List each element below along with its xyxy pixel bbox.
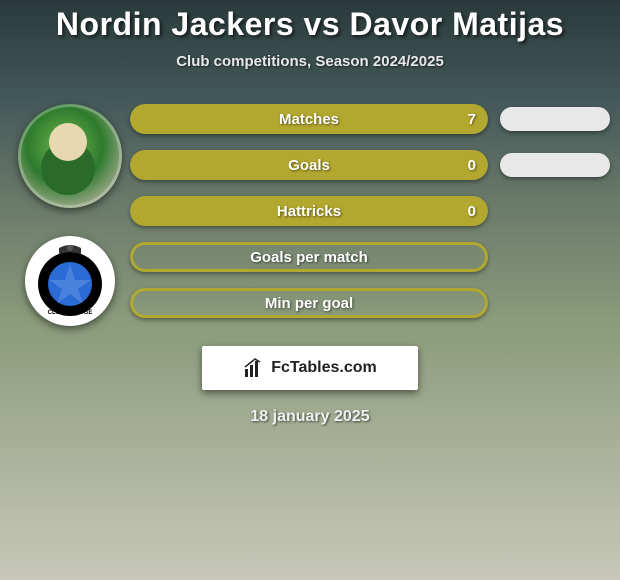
stat-value: 7: [468, 104, 476, 134]
stat-bar-left: Min per goal: [130, 288, 488, 318]
stat-row-goals: Goals 0: [130, 150, 610, 180]
brand-text: FcTables.com: [271, 359, 377, 377]
stat-pill-right: [500, 153, 610, 177]
stat-row-matches: Matches 7: [130, 104, 610, 134]
left-column: CLUB BRUGGE: [10, 104, 130, 326]
player-avatar: [18, 104, 122, 208]
content-row: CLUB BRUGGE Matches 7 Goals 0: [0, 104, 620, 326]
club-badge: CLUB BRUGGE: [25, 236, 115, 326]
stats-column: Matches 7 Goals 0 Hattricks 0: [130, 104, 610, 318]
stat-label: Goals per match: [130, 242, 488, 272]
chart-icon: [243, 357, 265, 379]
brand-box: FcTables.com: [202, 346, 418, 390]
date-text: 18 january 2025: [250, 408, 369, 426]
stat-value: 0: [468, 150, 476, 180]
stat-value: 0: [468, 196, 476, 226]
stat-bar-left: Goals per match: [130, 242, 488, 272]
stat-row-mpg: Min per goal: [130, 288, 610, 318]
stat-row-gpm: Goals per match: [130, 242, 610, 272]
stat-label: Matches: [130, 104, 488, 134]
page-title: Nordin Jackers vs Davor Matijas: [56, 6, 564, 43]
stat-bar-left: Hattricks 0: [130, 196, 488, 226]
stat-label: Goals: [130, 150, 488, 180]
stat-label: Hattricks: [130, 196, 488, 226]
club-brugge-icon: CLUB BRUGGE: [31, 242, 109, 320]
stat-row-hattricks: Hattricks 0: [130, 196, 610, 226]
stat-label: Min per goal: [130, 288, 488, 318]
stat-pill-right: [500, 107, 610, 131]
page-subtitle: Club competitions, Season 2024/2025: [176, 53, 444, 70]
svg-text:CLUB BRUGGE: CLUB BRUGGE: [48, 310, 93, 316]
stat-bar-left: Matches 7: [130, 104, 488, 134]
comparison-card: Nordin Jackers vs Davor Matijas Club com…: [0, 0, 620, 426]
stat-bar-left: Goals 0: [130, 150, 488, 180]
